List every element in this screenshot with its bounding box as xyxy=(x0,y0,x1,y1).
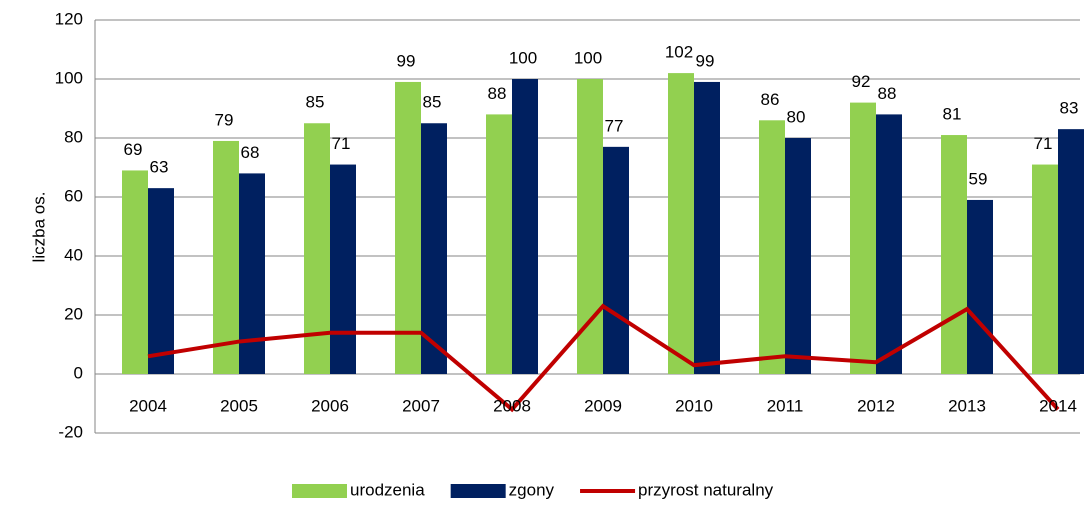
data-label: 102 xyxy=(665,43,693,62)
y-tick-label: 100 xyxy=(55,68,83,87)
x-tick-label: 2011 xyxy=(767,396,804,415)
bar xyxy=(850,102,876,374)
legend-swatch xyxy=(450,484,506,498)
y-tick-label: 20 xyxy=(64,304,83,323)
bar xyxy=(759,120,785,374)
x-tick-label: 2014 xyxy=(1039,396,1077,415)
x-tick-label: 2009 xyxy=(584,396,622,415)
x-tick-label: 2008 xyxy=(493,396,531,415)
data-label: 99 xyxy=(397,51,416,70)
x-tick-label: 2012 xyxy=(857,396,895,415)
data-label: 83 xyxy=(1060,99,1079,118)
bar xyxy=(239,173,265,374)
bar xyxy=(967,199,993,374)
bar xyxy=(395,81,421,374)
data-label: 85 xyxy=(423,93,442,112)
bar xyxy=(577,79,603,374)
legend-label: zgony xyxy=(509,480,555,499)
data-label: 99 xyxy=(696,51,715,70)
data-label: 100 xyxy=(574,48,602,67)
bar xyxy=(941,135,967,374)
bar xyxy=(1058,129,1084,374)
x-tick-label: 2013 xyxy=(948,396,986,415)
bar xyxy=(148,188,174,374)
bar xyxy=(213,140,239,374)
x-tick-label: 2004 xyxy=(129,396,167,415)
legend-label: urodzenia xyxy=(350,480,425,499)
bar xyxy=(668,73,694,374)
y-tick-label: -20 xyxy=(58,422,83,441)
line xyxy=(147,303,1060,413)
data-label: 59 xyxy=(969,169,988,188)
data-label: 88 xyxy=(878,84,897,103)
data-label: 71 xyxy=(1034,134,1053,153)
data-label: 79 xyxy=(215,110,234,129)
y-tick-label: 60 xyxy=(64,186,83,205)
bar xyxy=(785,138,811,374)
data-label: 77 xyxy=(605,116,624,135)
data-label: 68 xyxy=(241,143,260,162)
data-label: 63 xyxy=(150,158,169,177)
y-tick-label: 80 xyxy=(64,127,83,146)
x-tick-label: 2007 xyxy=(402,396,440,415)
data-label: 81 xyxy=(943,105,962,124)
bar xyxy=(603,146,629,374)
y-tick-label: 0 xyxy=(74,363,83,382)
x-tick-label: 2010 xyxy=(675,396,713,415)
x-tick-label: 2005 xyxy=(220,396,258,415)
legend-swatch xyxy=(292,484,347,498)
bar xyxy=(122,170,148,374)
bar xyxy=(330,164,356,374)
data-label: 69 xyxy=(124,140,143,159)
data-label: 71 xyxy=(332,134,351,153)
bar xyxy=(486,114,512,375)
bar xyxy=(1032,164,1058,374)
data-label: 100 xyxy=(509,48,537,67)
bar xyxy=(512,79,538,374)
bar xyxy=(694,81,720,374)
data-label: 92 xyxy=(852,72,871,91)
data-label: 88 xyxy=(488,84,507,103)
y-tick-label: 40 xyxy=(64,245,83,264)
data-label: 80 xyxy=(787,107,806,126)
y-axis-label: liczba os. xyxy=(29,192,48,263)
data-label: 86 xyxy=(761,90,780,109)
bar xyxy=(421,123,447,374)
x-tick-label: 2006 xyxy=(311,396,349,415)
legend-label: przyrost naturalny xyxy=(638,480,774,499)
data-label: 85 xyxy=(306,93,325,112)
y-tick-label: 120 xyxy=(55,9,83,28)
bar xyxy=(876,114,902,375)
